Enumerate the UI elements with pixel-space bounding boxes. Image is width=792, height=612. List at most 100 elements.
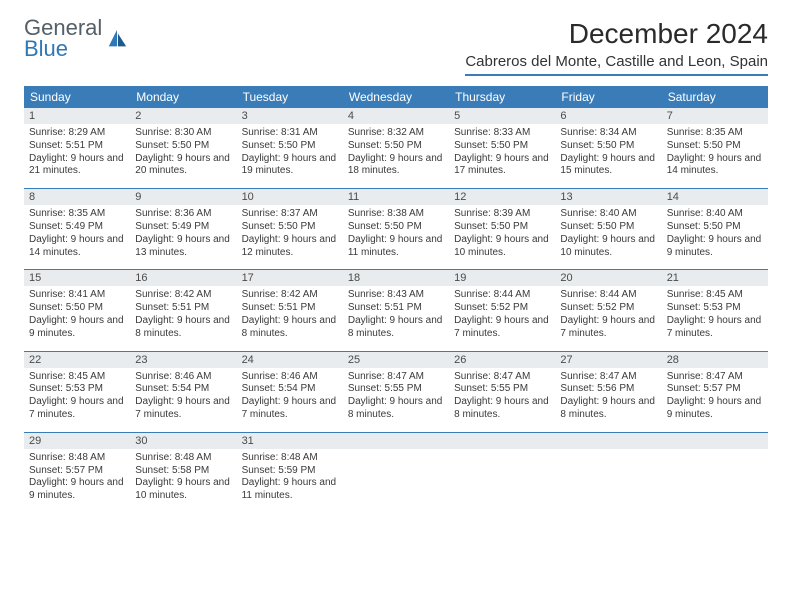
day-body: Sunrise: 8:31 AMSunset: 5:50 PMDaylight:…: [237, 124, 343, 188]
logo-line2: Blue: [24, 39, 102, 60]
calendar-cell: 10Sunrise: 8:37 AMSunset: 5:50 PMDayligh…: [237, 189, 343, 270]
sunrise-line: Sunrise: 8:48 AM: [135, 452, 231, 465]
sunrise-line: Sunrise: 8:35 AM: [667, 127, 763, 140]
day-number-empty: [449, 433, 555, 449]
calendar-cell: 26Sunrise: 8:47 AMSunset: 5:55 PMDayligh…: [449, 351, 555, 432]
day-number-empty: [662, 433, 768, 449]
day-number: 19: [449, 270, 555, 286]
calendar-cell: 16Sunrise: 8:42 AMSunset: 5:51 PMDayligh…: [130, 270, 236, 351]
sunset-line: Sunset: 5:51 PM: [348, 302, 444, 315]
daylight-line: Daylight: 9 hours and 8 minutes.: [454, 396, 550, 422]
sunset-line: Sunset: 5:50 PM: [348, 221, 444, 234]
calendar-cell: 11 Sunrise: 8:38 AMSunset: 5:50 PMDayligh…: [343, 189, 449, 270]
sunrise-line: Sunrise: 8:44 AM: [454, 289, 550, 302]
daylight-line: Daylight: 9 hours and 10 minutes.: [560, 234, 656, 260]
sunrise-line: Sunrise: 8:40 AM: [667, 208, 763, 221]
calendar-week-row: 29Sunrise: 8:48 AMSunset: 5:57 PMDayligh…: [24, 432, 768, 513]
day-number: 18: [343, 270, 449, 286]
daylight-line: Daylight: 9 hours and 21 minutes.: [29, 153, 125, 179]
day-body: Sunrise: 8:30 AMSunset: 5:50 PMDaylight:…: [130, 124, 236, 188]
sunrise-line: Sunrise: 8:39 AM: [454, 208, 550, 221]
calendar-cell: 22Sunrise: 8:45 AMSunset: 5:53 PMDayligh…: [24, 351, 130, 432]
day-number: 25: [343, 352, 449, 368]
day-body: Sunrise: 8:34 AMSunset: 5:50 PMDaylight:…: [555, 124, 661, 188]
day-body: Sunrise: 8:37 AMSunset: 5:50 PMDaylight:…: [237, 205, 343, 269]
day-body: Sunrise: 8:44 AMSunset: 5:52 PMDaylight:…: [449, 286, 555, 350]
sunset-line: Sunset: 5:50 PM: [667, 140, 763, 153]
sunrise-line: Sunrise: 8:38 AM: [348, 208, 444, 221]
day-body-empty: [449, 449, 555, 507]
calendar-cell: 12Sunrise: 8:39 AMSunset: 5:50 PMDayligh…: [449, 189, 555, 270]
daylight-line: Daylight: 9 hours and 15 minutes.: [560, 153, 656, 179]
sunrise-line: Sunrise: 8:47 AM: [348, 371, 444, 384]
sunrise-line: Sunrise: 8:46 AM: [135, 371, 231, 384]
sunset-line: Sunset: 5:54 PM: [135, 383, 231, 396]
day-number: 14: [662, 189, 768, 205]
day-number: 12: [449, 189, 555, 205]
daylight-line: Daylight: 9 hours and 20 minutes.: [135, 153, 231, 179]
sunset-line: Sunset: 5:50 PM: [454, 140, 550, 153]
sunset-line: Sunset: 5:59 PM: [242, 465, 338, 478]
calendar-cell: 13Sunrise: 8:40 AMSunset: 5:50 PMDayligh…: [555, 189, 661, 270]
day-number: 13: [555, 189, 661, 205]
calendar-cell: 9Sunrise: 8:36 AMSunset: 5:49 PMDaylight…: [130, 189, 236, 270]
day-number: 9: [130, 189, 236, 205]
day-body: Sunrise: 8:43 AMSunset: 5:51 PMDaylight:…: [343, 286, 449, 350]
calendar-cell: 3Sunrise: 8:31 AMSunset: 5:50 PMDaylight…: [237, 108, 343, 189]
sunset-line: Sunset: 5:50 PM: [560, 140, 656, 153]
sunset-line: Sunset: 5:50 PM: [454, 221, 550, 234]
sunrise-line: Sunrise: 8:42 AM: [135, 289, 231, 302]
day-body-empty: [555, 449, 661, 507]
day-body: Sunrise: 8:36 AMSunset: 5:49 PMDaylight:…: [130, 205, 236, 269]
day-number: 27: [555, 352, 661, 368]
calendar-cell: 27Sunrise: 8:47 AMSunset: 5:56 PMDayligh…: [555, 351, 661, 432]
day-number: 10: [237, 189, 343, 205]
day-body: Sunrise: 8:47 AMSunset: 5:55 PMDaylight:…: [343, 368, 449, 432]
sunrise-line: Sunrise: 8:40 AM: [560, 208, 656, 221]
calendar-cell: 4Sunrise: 8:32 AMSunset: 5:50 PMDaylight…: [343, 108, 449, 189]
sunrise-line: Sunrise: 8:31 AM: [242, 127, 338, 140]
daylight-line: Daylight: 9 hours and 9 minutes.: [667, 396, 763, 422]
day-number: 11: [343, 189, 449, 205]
day-body: Sunrise: 8:35 AMSunset: 5:49 PMDaylight:…: [24, 205, 130, 269]
day-body: Sunrise: 8:48 AMSunset: 5:57 PMDaylight:…: [24, 449, 130, 513]
calendar-cell: 6Sunrise: 8:34 AMSunset: 5:50 PMDaylight…: [555, 108, 661, 189]
daylight-line: Daylight: 9 hours and 8 minutes.: [560, 396, 656, 422]
day-number: 26: [449, 352, 555, 368]
day-number: 6: [555, 108, 661, 124]
sunrise-line: Sunrise: 8:48 AM: [29, 452, 125, 465]
sunrise-line: Sunrise: 8:30 AM: [135, 127, 231, 140]
day-number: 28: [662, 352, 768, 368]
sunset-line: Sunset: 5:50 PM: [29, 302, 125, 315]
calendar-cell: 20Sunrise: 8:44 AMSunset: 5:52 PMDayligh…: [555, 270, 661, 351]
sunrise-line: Sunrise: 8:43 AM: [348, 289, 444, 302]
daylight-line: Daylight: 9 hours and 11 minutes.: [348, 234, 444, 260]
day-body: Sunrise: 8:46 AMSunset: 5:54 PMDaylight:…: [130, 368, 236, 432]
day-body: Sunrise: 8:47 AMSunset: 5:55 PMDaylight:…: [449, 368, 555, 432]
daylight-line: Daylight: 9 hours and 7 minutes.: [454, 315, 550, 341]
day-body-empty: [343, 449, 449, 507]
day-number: 4: [343, 108, 449, 124]
day-body: Sunrise: 8:48 AMSunset: 5:59 PMDaylight:…: [237, 449, 343, 513]
calendar-week-row: 22Sunrise: 8:45 AMSunset: 5:53 PMDayligh…: [24, 351, 768, 432]
day-body: Sunrise: 8:47 AMSunset: 5:57 PMDaylight:…: [662, 368, 768, 432]
daylight-line: Daylight: 9 hours and 12 minutes.: [242, 234, 338, 260]
sunset-line: Sunset: 5:55 PM: [348, 383, 444, 396]
sunrise-line: Sunrise: 8:45 AM: [29, 371, 125, 384]
daylight-line: Daylight: 9 hours and 9 minutes.: [29, 315, 125, 341]
daylight-line: Daylight: 9 hours and 19 minutes.: [242, 153, 338, 179]
calendar-cell: 21Sunrise: 8:45 AMSunset: 5:53 PMDayligh…: [662, 270, 768, 351]
daylight-line: Daylight: 9 hours and 8 minutes.: [242, 315, 338, 341]
weekday-header: Tuesday: [237, 86, 343, 108]
day-body: Sunrise: 8:48 AMSunset: 5:58 PMDaylight:…: [130, 449, 236, 513]
calendar-cell: 24Sunrise: 8:46 AMSunset: 5:54 PMDayligh…: [237, 351, 343, 432]
sunset-line: Sunset: 5:58 PM: [135, 465, 231, 478]
day-body: Sunrise: 8:39 AMSunset: 5:50 PMDaylight:…: [449, 205, 555, 269]
day-body: Sunrise: 8:42 AMSunset: 5:51 PMDaylight:…: [130, 286, 236, 350]
daylight-line: Daylight: 9 hours and 11 minutes.: [242, 477, 338, 503]
sunset-line: Sunset: 5:51 PM: [29, 140, 125, 153]
day-body: Sunrise: 8:40 AMSunset: 5:50 PMDaylight:…: [662, 205, 768, 269]
calendar-week-row: 15Sunrise: 8:41 AMSunset: 5:50 PMDayligh…: [24, 270, 768, 351]
day-body: Sunrise: 8:46 AMSunset: 5:54 PMDaylight:…: [237, 368, 343, 432]
sunset-line: Sunset: 5:50 PM: [348, 140, 444, 153]
